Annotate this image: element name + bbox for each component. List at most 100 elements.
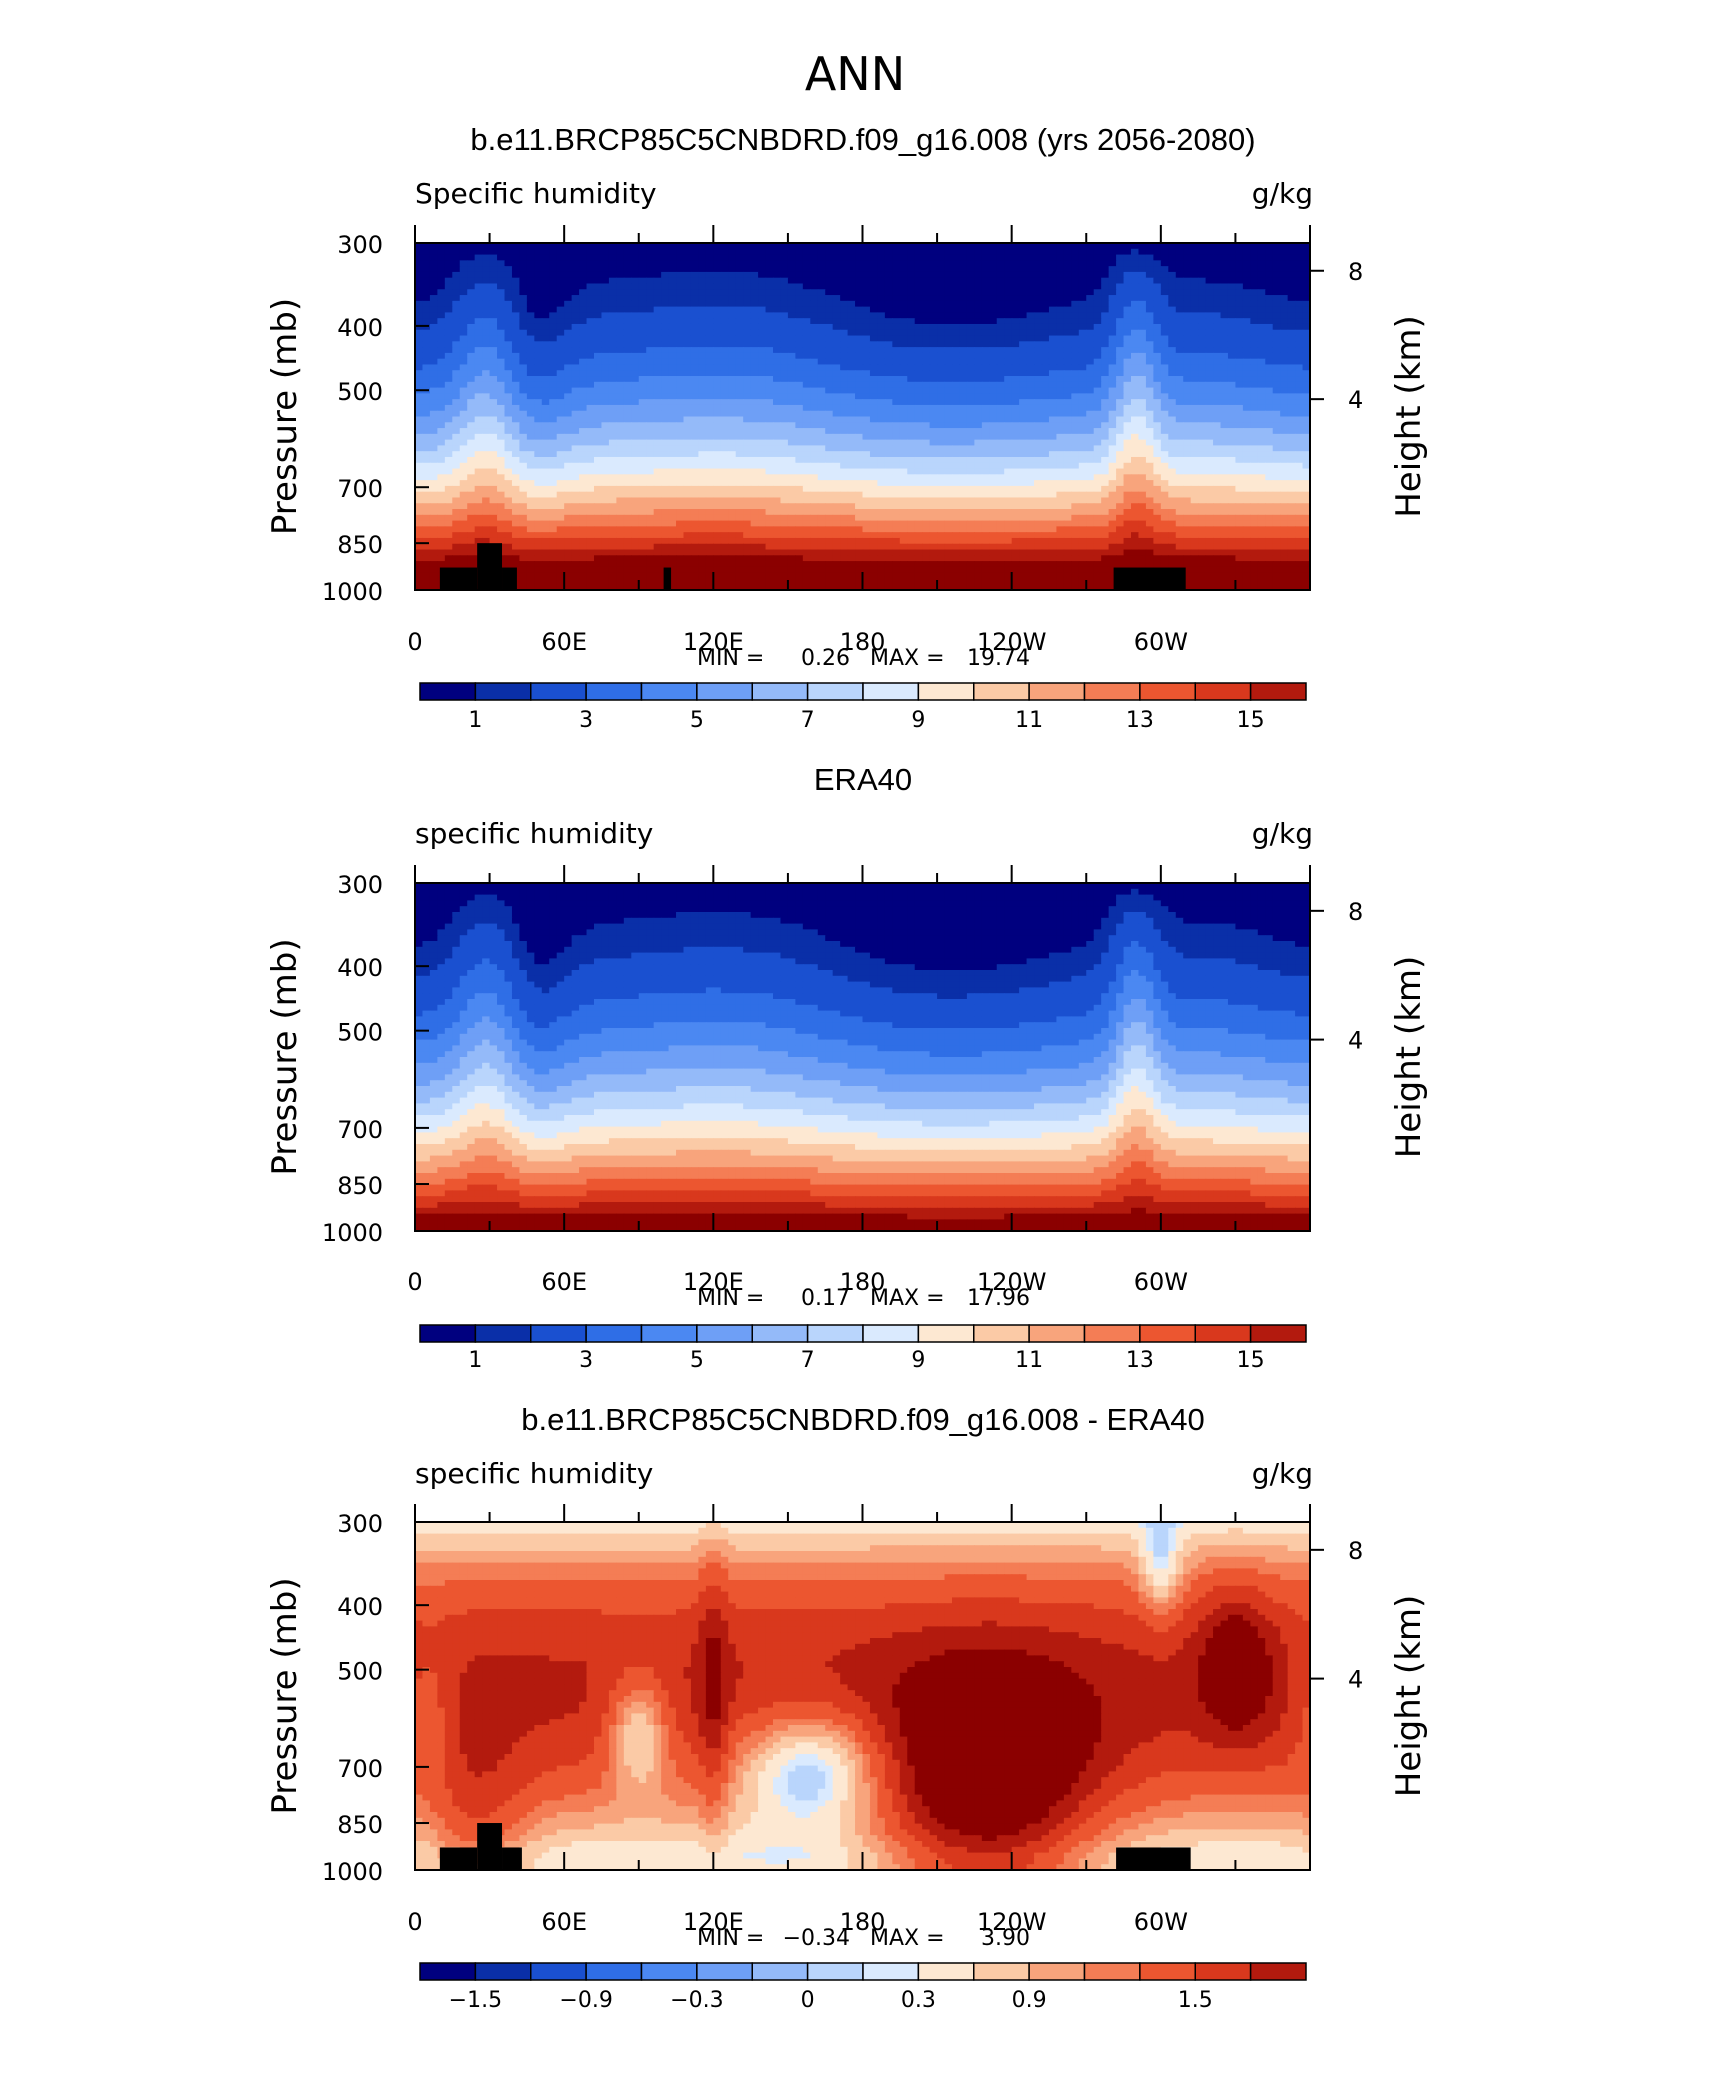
contour-cell bbox=[587, 376, 595, 382]
contour-cell bbox=[736, 370, 744, 376]
contour-cell bbox=[445, 336, 453, 342]
contour-cell bbox=[467, 307, 475, 313]
contour-cell bbox=[922, 272, 930, 278]
contour-cell bbox=[706, 330, 714, 336]
contour-cell bbox=[587, 457, 595, 463]
contour-cell bbox=[855, 434, 863, 440]
contour-cell bbox=[997, 336, 1005, 342]
contour-cell bbox=[684, 474, 692, 480]
contour-cell bbox=[460, 353, 468, 359]
contour-cell bbox=[1049, 249, 1057, 255]
contour-cell bbox=[505, 469, 513, 475]
contour-cell bbox=[1168, 255, 1176, 261]
contour-cell bbox=[743, 399, 751, 405]
contour-cell bbox=[1228, 474, 1236, 480]
contour-cell bbox=[437, 295, 445, 301]
contour-cell bbox=[631, 463, 639, 469]
contour-cell bbox=[1064, 393, 1072, 399]
contour-cell bbox=[1146, 249, 1154, 255]
contour-cell bbox=[1295, 388, 1303, 394]
contour-cell bbox=[1109, 393, 1117, 399]
contour-cell bbox=[609, 405, 617, 411]
contour-cell bbox=[840, 353, 848, 359]
contour-cell bbox=[1042, 388, 1050, 394]
contour-cell bbox=[728, 480, 736, 486]
contour-cell bbox=[848, 336, 856, 342]
contour-cell bbox=[885, 283, 893, 289]
contour-cell bbox=[885, 393, 893, 399]
contour-cell bbox=[1109, 440, 1117, 446]
contour-cell bbox=[1295, 266, 1303, 272]
contour-cell bbox=[1146, 324, 1154, 330]
contour-cell bbox=[1153, 295, 1161, 301]
contour-cell bbox=[907, 353, 915, 359]
contour-cell bbox=[1280, 307, 1288, 313]
contour-cell bbox=[505, 405, 513, 411]
contour-cell bbox=[1250, 393, 1258, 399]
contour-cell bbox=[922, 463, 930, 469]
contour-cell bbox=[1191, 307, 1199, 313]
contour-cell bbox=[877, 353, 885, 359]
contour-cell bbox=[1071, 463, 1079, 469]
contour-cell bbox=[691, 272, 699, 278]
contour-cell bbox=[959, 283, 967, 289]
contour-cell bbox=[810, 336, 818, 342]
contour-cell bbox=[743, 422, 751, 428]
contour-cell bbox=[751, 272, 759, 278]
contour-cell bbox=[1213, 388, 1221, 394]
contour-cell bbox=[743, 393, 751, 399]
contour-cell bbox=[945, 364, 953, 370]
contour-cell bbox=[795, 289, 803, 295]
contour-cell bbox=[542, 422, 550, 428]
contour-cell bbox=[825, 255, 833, 261]
contour-cell bbox=[1064, 364, 1072, 370]
contour-cell bbox=[415, 330, 423, 336]
contour-cell bbox=[795, 324, 803, 330]
contour-cell bbox=[646, 469, 654, 475]
contour-cell bbox=[959, 272, 967, 278]
contour-cell bbox=[1101, 364, 1109, 370]
contour-cell bbox=[1250, 469, 1258, 475]
contour-cell bbox=[1049, 457, 1057, 463]
contour-cell bbox=[415, 480, 423, 486]
contour-cell bbox=[818, 336, 826, 342]
contour-cell bbox=[519, 249, 527, 255]
contour-cell bbox=[907, 469, 915, 475]
contour-cell bbox=[892, 388, 900, 394]
contour-cell bbox=[885, 434, 893, 440]
contour-cell bbox=[1064, 382, 1072, 388]
contour-cell bbox=[1004, 249, 1012, 255]
contour-cell bbox=[475, 266, 483, 272]
contour-cell bbox=[609, 370, 617, 376]
contour-cell bbox=[654, 434, 662, 440]
contour-cell bbox=[1183, 249, 1191, 255]
contour-cell bbox=[422, 463, 430, 469]
contour-cell bbox=[892, 289, 900, 295]
contour-cell bbox=[1116, 405, 1124, 411]
contour-cell bbox=[810, 278, 818, 284]
contour-cell bbox=[1131, 388, 1139, 394]
contour-cell bbox=[743, 266, 751, 272]
contour-cell bbox=[803, 393, 811, 399]
contour-cell bbox=[1280, 260, 1288, 266]
contour-cell bbox=[945, 405, 953, 411]
contour-cell bbox=[818, 399, 826, 405]
contour-cell bbox=[780, 283, 788, 289]
contour-cell bbox=[937, 393, 945, 399]
contour-cell bbox=[1116, 289, 1124, 295]
contour-cell bbox=[631, 428, 639, 434]
contour-cell bbox=[1138, 434, 1146, 440]
contour-cell bbox=[415, 278, 423, 284]
contour-cell bbox=[721, 255, 729, 261]
contour-cell bbox=[1280, 399, 1288, 405]
contour-cell bbox=[1228, 330, 1236, 336]
contour-cell bbox=[773, 312, 781, 318]
contour-cell bbox=[930, 440, 938, 446]
contour-cell bbox=[422, 480, 430, 486]
contour-cell bbox=[467, 370, 475, 376]
contour-cell bbox=[780, 474, 788, 480]
contour-cell bbox=[430, 272, 438, 278]
contour-cell bbox=[870, 364, 878, 370]
contour-cell bbox=[512, 474, 520, 480]
contour-cell bbox=[684, 255, 692, 261]
